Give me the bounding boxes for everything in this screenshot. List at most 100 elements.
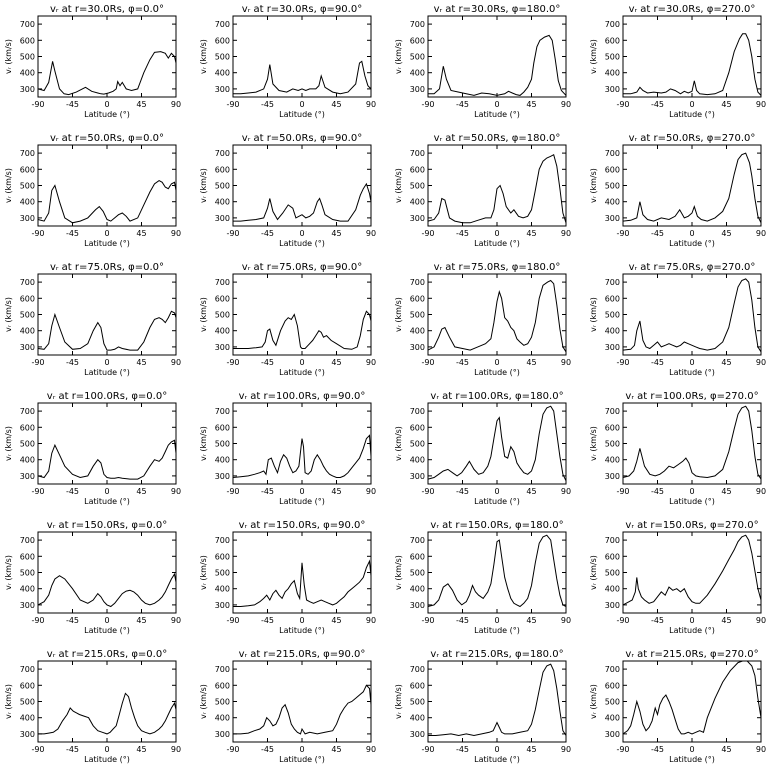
x-axis-label: Latitude (°) (474, 497, 520, 506)
plot-frame (622, 660, 762, 743)
x-tick-label: -90 (421, 358, 434, 367)
panel-title: vᵣ at r=50.0Rs, φ=180.0° (434, 133, 561, 144)
y-tick-label: 700 (605, 278, 620, 287)
y-tick-label: 700 (410, 278, 425, 287)
series-line (233, 684, 372, 735)
y-tick-label: 600 (605, 552, 620, 561)
x-tick-label: -45 (66, 358, 79, 367)
y-axis-label: vᵣ (km/s) (394, 39, 403, 74)
y-tick-label: 300 (605, 472, 620, 481)
panel-6-2: vᵣ at r=215.0Rs, φ=90.0° -90 -45 0 45 90 300 40… (199, 649, 376, 764)
y-tick-label: 600 (215, 552, 230, 561)
x-tick-label: 0 (494, 229, 499, 238)
y-tick-label: 500 (605, 311, 620, 320)
plot-frame (622, 531, 762, 614)
x-tick-label: -45 (261, 229, 274, 238)
panel-title: vᵣ at r=150.0Rs, φ=270.0° (625, 520, 758, 531)
series-line (622, 405, 762, 480)
x-tick-label: 45 (136, 487, 146, 496)
y-tick-label: 300 (20, 730, 35, 739)
series-line (37, 439, 177, 480)
y-axis-label: vᵣ (km/s) (589, 39, 598, 74)
x-tick-label: 45 (331, 745, 341, 754)
y-tick-label: 500 (410, 698, 425, 707)
x-axis-label: Latitude (°) (84, 239, 130, 248)
y-tick-label: 500 (215, 440, 230, 449)
x-axis-label: Latitude (°) (474, 755, 520, 764)
x-tick-label: 0 (689, 745, 694, 754)
series-line (428, 34, 567, 96)
y-tick-label: 700 (605, 149, 620, 158)
x-tick-label: 0 (104, 229, 109, 238)
x-tick-label: -90 (31, 745, 44, 754)
y-tick-label: 700 (20, 149, 35, 158)
y-tick-label: 600 (215, 681, 230, 690)
series-line (38, 692, 177, 735)
panel-title: vᵣ at r=50.0Rs, φ=0.0° (50, 133, 164, 144)
plot-frame (427, 273, 567, 356)
x-tick-label: -90 (616, 616, 629, 625)
x-tick-label: 0 (104, 487, 109, 496)
plot-frame (232, 531, 372, 614)
y-tick-label: 600 (20, 552, 35, 561)
y-tick-label: 500 (410, 440, 425, 449)
y-tick-label: 500 (605, 698, 620, 707)
panel-3-4: vᵣ at r=75.0Rs, φ=270.0° -90 -45 0 45 90 300 40… (589, 262, 766, 377)
panel-title: vᵣ at r=30.0Rs, φ=0.0° (50, 4, 164, 15)
x-tick-label: -45 (261, 616, 274, 625)
plot-frame (232, 15, 372, 98)
series-line (233, 182, 372, 222)
y-tick-label: 600 (20, 294, 35, 303)
x-tick-label: -90 (421, 616, 434, 625)
panel-title: vᵣ at r=75.0Rs, φ=0.0° (50, 262, 164, 273)
x-tick-label: -90 (31, 229, 44, 238)
y-tick-label: 500 (410, 311, 425, 320)
x-axis-label: Latitude (°) (474, 110, 520, 119)
y-tick-label: 400 (605, 69, 620, 78)
x-tick-label: -90 (616, 487, 629, 496)
x-tick-label: 90 (561, 100, 571, 109)
x-tick-label: 45 (331, 487, 341, 496)
panel-6-1: vᵣ at r=215.0Rs, φ=0.0° -90 -45 0 45 90 300 400… (4, 649, 181, 764)
x-tick-label: -45 (66, 229, 79, 238)
x-tick-label: -90 (31, 100, 44, 109)
series-line (233, 310, 372, 350)
y-tick-label: 700 (20, 407, 35, 416)
y-tick-label: 500 (215, 569, 230, 578)
x-tick-label: 45 (526, 229, 536, 238)
y-tick-label: 400 (20, 198, 35, 207)
series-line (428, 663, 567, 737)
panel-title: vᵣ at r=30.0Rs, φ=90.0° (242, 4, 362, 15)
y-tick-label: 600 (605, 294, 620, 303)
y-tick-label: 500 (20, 698, 35, 707)
x-tick-label: 0 (689, 229, 694, 238)
y-tick-label: 700 (20, 278, 35, 287)
y-tick-label: 600 (410, 423, 425, 432)
y-tick-label: 400 (20, 327, 35, 336)
x-tick-label: 45 (721, 745, 731, 754)
series-line (623, 33, 762, 96)
y-tick-label: 500 (20, 53, 35, 62)
x-tick-label: -45 (456, 487, 469, 496)
y-tick-label: 400 (215, 585, 230, 594)
panel-3-3: vᵣ at r=75.0Rs, φ=180.0° -90 -45 0 45 90 300 40… (394, 262, 571, 377)
x-axis-label: Latitude (°) (669, 497, 715, 506)
x-tick-label: 90 (366, 487, 376, 496)
y-tick-label: 600 (20, 36, 35, 45)
y-tick-label: 400 (20, 714, 35, 723)
x-tick-label: 45 (526, 616, 536, 625)
series-line (37, 572, 177, 608)
x-tick-label: -45 (651, 616, 664, 625)
series-line (427, 153, 567, 224)
y-tick-label: 700 (20, 536, 35, 545)
x-axis-label: Latitude (°) (279, 755, 325, 764)
series-line (37, 51, 177, 96)
y-tick-label: 300 (605, 601, 620, 610)
panel-6-3: vᵣ at r=215.0Rs, φ=180.0° -90 -45 0 45 90 300 4… (394, 649, 571, 764)
y-tick-label: 500 (215, 698, 230, 707)
x-tick-label: -90 (421, 100, 434, 109)
y-axis-label: vᵣ (km/s) (4, 684, 13, 719)
x-tick-label: 0 (494, 616, 499, 625)
y-tick-label: 600 (605, 423, 620, 432)
